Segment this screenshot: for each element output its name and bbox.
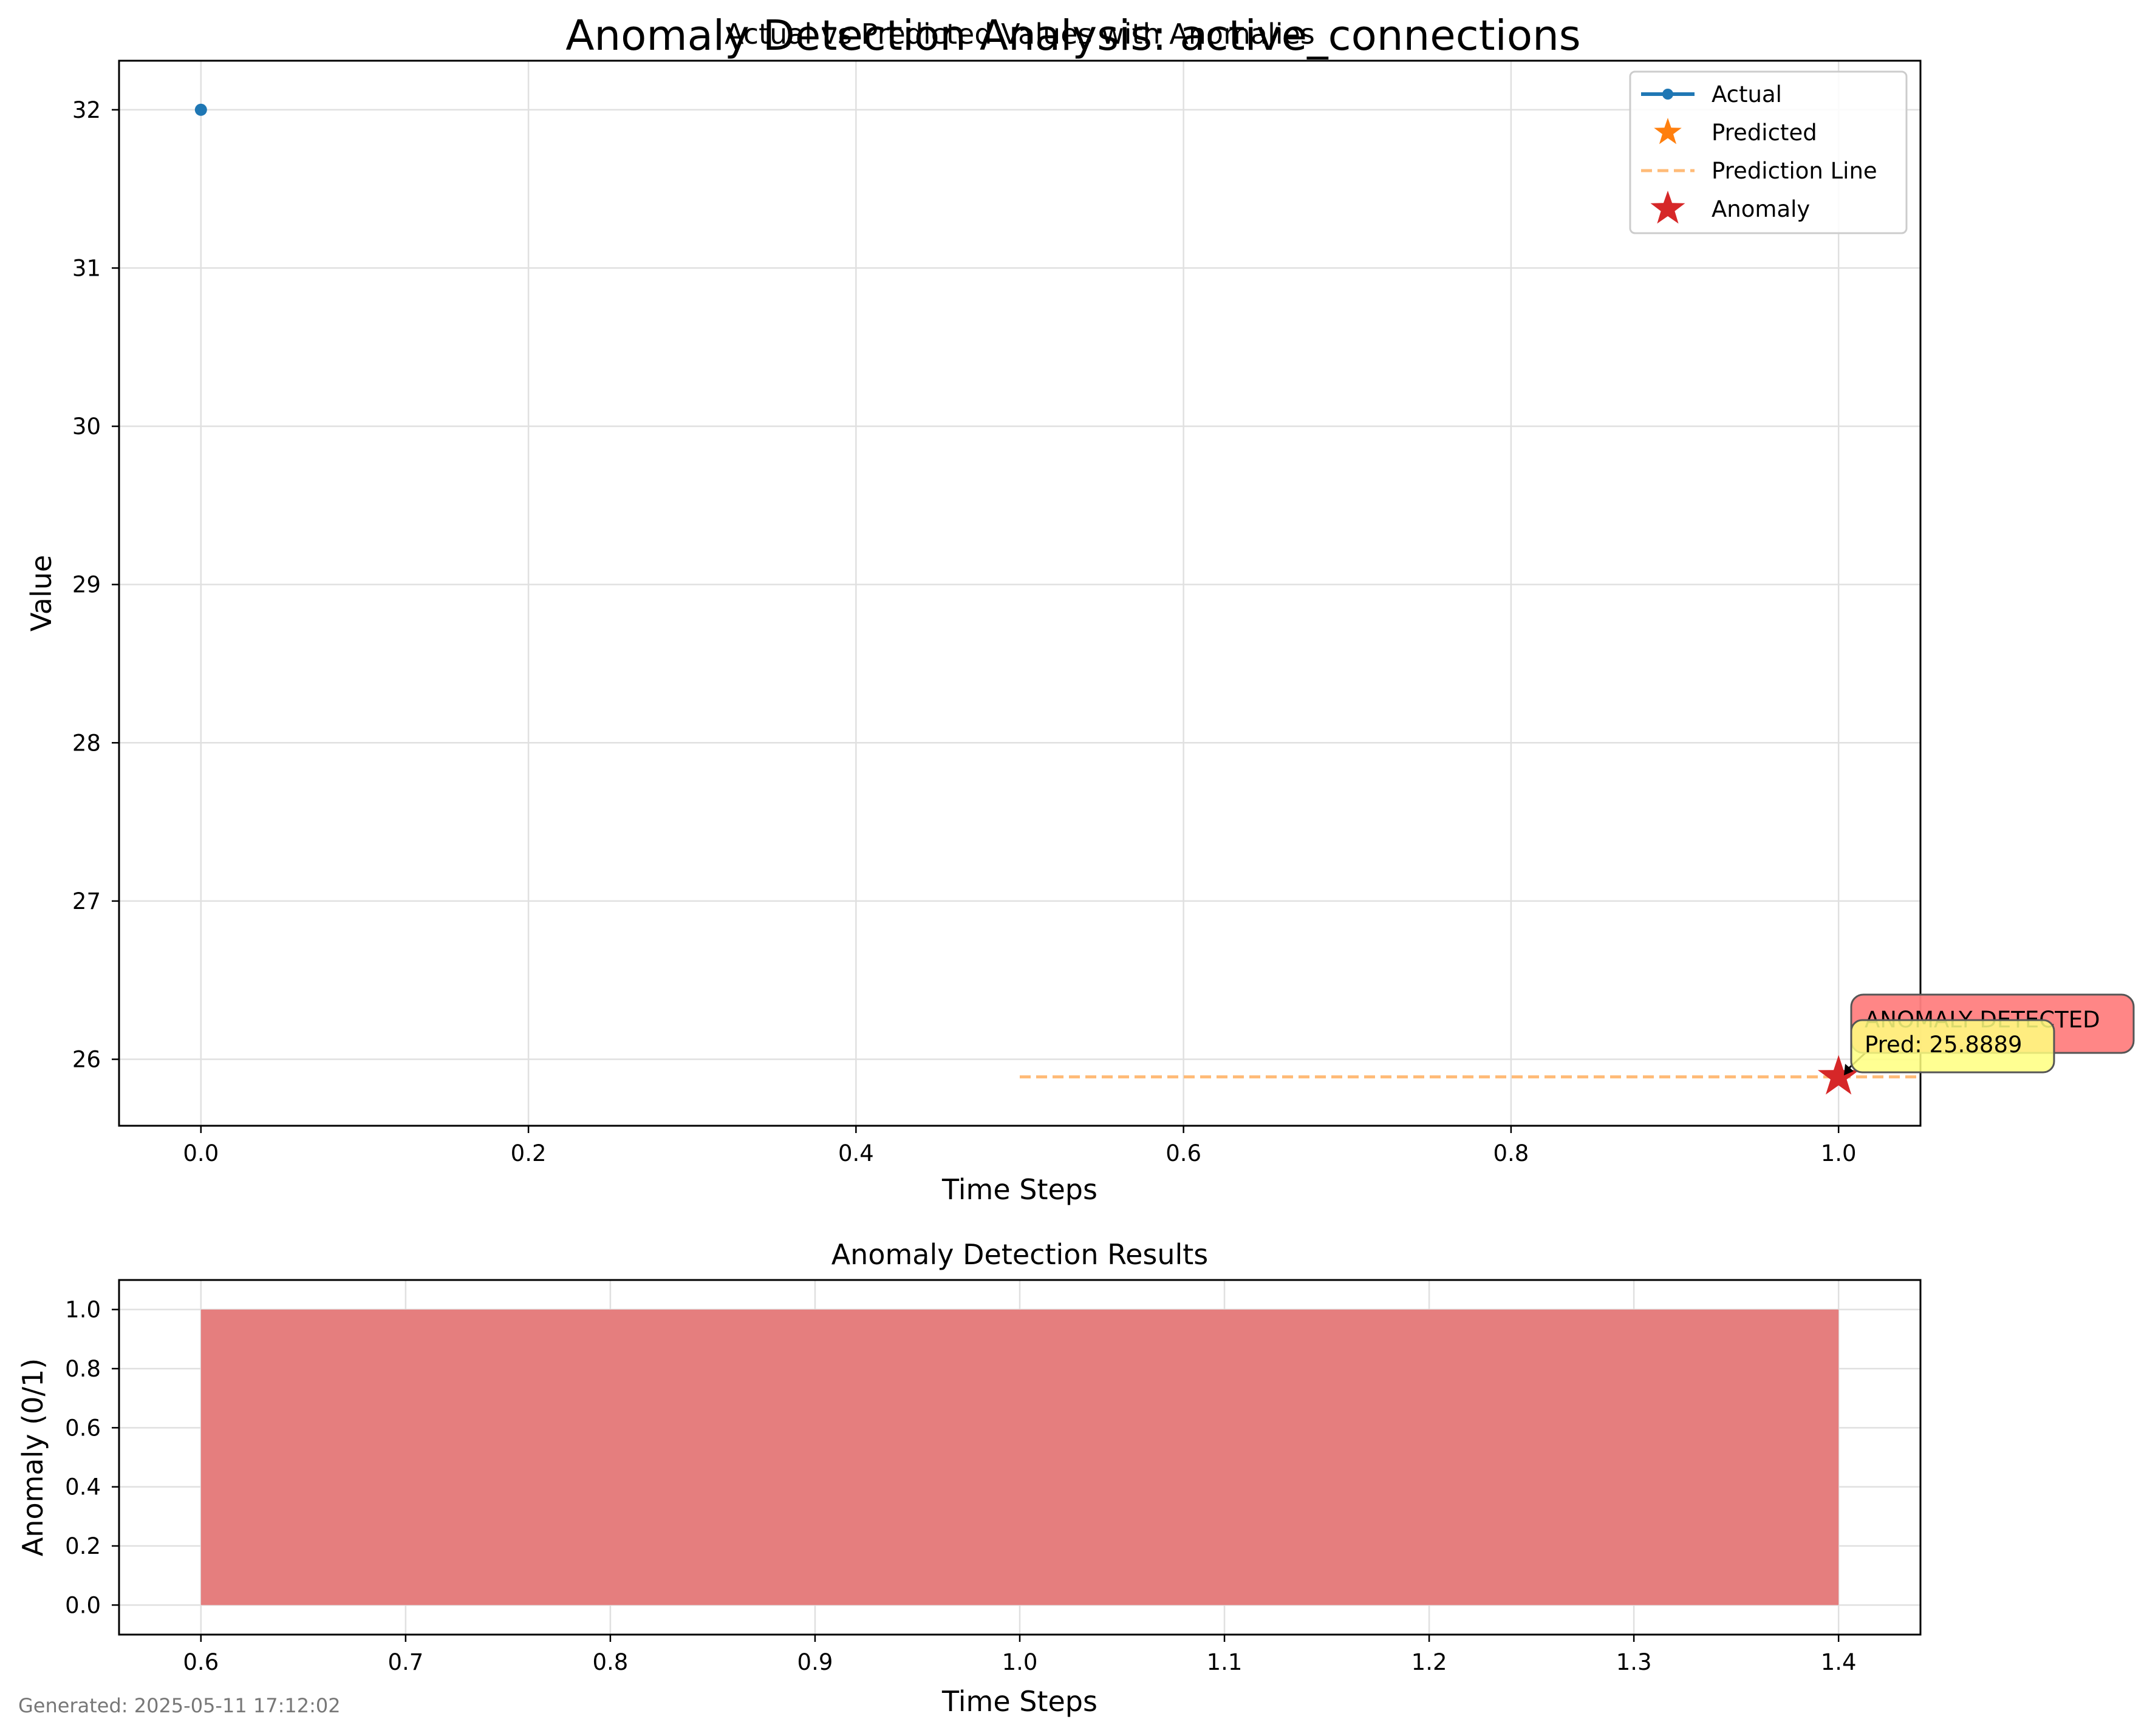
top-x-tick-label: 0.6 [1166,1140,1201,1166]
bottom-y-ticks: 0.0 0.2 0.4 0.6 0.8 1.0 [65,1297,119,1618]
top-plot-frame [118,60,1922,1127]
top-y-tick-label: 31 [72,255,101,281]
bottom-y-tick-label: 0.0 [65,1592,101,1618]
bottom-x-axis-label: Time Steps [941,1685,1097,1718]
bottom-x-tick-label: 0.6 [183,1649,219,1675]
actual-point [194,103,207,116]
top-x-tick-label: 0.0 [183,1140,219,1166]
legend-item-predicted: Predicted [1654,118,1817,146]
legend-anomaly-label: Anomaly [1712,196,1810,222]
anomaly-bar [200,1309,1839,1605]
annotation-prediction-text: Pred: 25.8889 [1865,1032,2022,1058]
legend-predicted-label: Predicted [1712,120,1817,146]
top-x-axis-label: Time Steps [941,1173,1097,1206]
anomaly-point [1817,1055,1860,1095]
top-chart-title: Actual vs Predicted Values with Anomalie… [725,18,1315,50]
top-y-axis-label: Value [25,555,58,631]
annotations: ANOMALY DETECTED Pred: 25.8889 [1844,993,2135,1075]
annotation-prediction-box [1850,1019,2055,1074]
annotation-arrow-head [1844,1064,1854,1075]
top-plot-area [119,61,1920,1126]
bottom-x-tick-label: 1.2 [1411,1649,1447,1675]
top-chart: 0.0 0.2 0.4 0.6 0.8 1.0 26 27 28 29 30 31 32 Time S… [25,18,2135,1206]
legend-anomaly-star [1650,191,1685,224]
figure-suptitle: Anomaly Detection Analysis: active_conne… [565,12,1581,60]
top-y-tick-label: 28 [72,730,101,756]
bottom-x-tick-label: 1.4 [1821,1649,1857,1675]
legend: Actual Predicted Prediction Line Anomaly [1629,70,1908,234]
bottom-y-tick-label: 0.4 [65,1474,101,1500]
bottom-y-tick-label: 0.8 [65,1356,101,1382]
legend-box [1629,70,1908,234]
bottom-y-axis-label: Anomaly (0/1) [16,1358,49,1556]
bottom-x-tick-label: 1.0 [1002,1649,1038,1675]
top-gridlines [119,61,1920,1126]
bottom-chart: 0.6 0.7 0.8 0.9 1.0 1.1 1.2 1.3 1.4 0.0 0.2 0.4 0.6… [16,1238,1922,1718]
bottom-x-ticks: 0.6 0.7 0.8 0.9 1.0 1.1 1.2 1.3 1.4 [183,1635,1857,1675]
top-x-tick-label: 0.2 [511,1140,547,1166]
legend-item-prediction-line: Prediction Line [1641,158,1877,184]
generated-timestamp: Generated: 2025-05-11 17:12:02 [18,1694,341,1717]
top-y-ticks: 26 27 28 29 30 31 32 [72,97,119,1073]
bottom-x-tick-label: 1.3 [1616,1649,1652,1675]
top-x-tick-label: 0.8 [1493,1140,1529,1166]
bottom-y-tick-label: 0.6 [65,1415,101,1441]
bottom-x-tick-label: 0.8 [592,1649,628,1675]
top-series [194,103,1920,1095]
legend-prediction-line-label: Prediction Line [1712,158,1877,184]
legend-actual-marker [1662,89,1673,100]
legend-item-actual: Actual [1641,81,1782,107]
legend-actual-label: Actual [1712,81,1782,107]
top-x-tick-label: 1.0 [1821,1140,1857,1166]
bottom-chart-title: Anomaly Detection Results [831,1238,1209,1271]
top-y-tick-label: 29 [72,572,101,598]
legend-predicted-star [1654,118,1682,145]
bottom-x-tick-label: 1.1 [1207,1649,1243,1675]
top-y-tick-label: 26 [72,1047,101,1073]
bottom-bars [200,1309,1839,1605]
bottom-x-tick-label: 0.7 [387,1649,423,1675]
bottom-x-tick-label: 0.9 [797,1649,833,1675]
top-y-tick-label: 30 [72,414,101,440]
bottom-y-tick-label: 1.0 [65,1297,101,1323]
legend-item-anomaly: Anomaly [1650,191,1810,224]
top-y-tick-label: 32 [72,97,101,123]
top-x-tick-label: 0.4 [838,1140,874,1166]
top-x-ticks: 0.0 0.2 0.4 0.6 0.8 1.0 [183,1126,1857,1166]
top-y-tick-label: 27 [72,888,101,914]
bottom-y-tick-label: 0.2 [65,1533,101,1559]
